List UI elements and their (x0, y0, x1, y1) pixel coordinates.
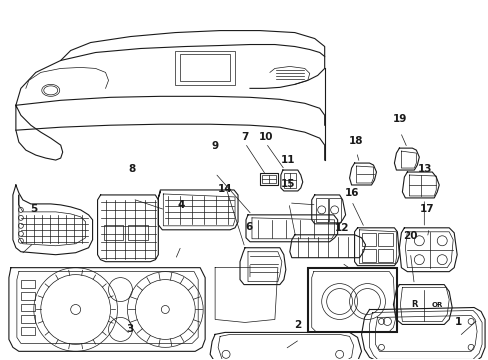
Text: 10: 10 (259, 132, 273, 142)
Text: 5: 5 (30, 204, 38, 214)
Text: 19: 19 (392, 114, 407, 124)
Text: 7: 7 (240, 132, 248, 142)
Text: 3: 3 (126, 324, 133, 334)
Text: R: R (410, 300, 417, 309)
Text: 11: 11 (281, 155, 295, 165)
Text: 1: 1 (454, 317, 462, 327)
Text: 4: 4 (177, 200, 184, 210)
Text: 17: 17 (419, 204, 434, 214)
Text: 9: 9 (211, 141, 219, 151)
Text: 20: 20 (402, 231, 417, 240)
Text: 12: 12 (334, 224, 348, 233)
Text: OR: OR (431, 302, 442, 307)
Text: 8: 8 (128, 164, 136, 174)
Text: 14: 14 (217, 184, 232, 194)
Text: 6: 6 (245, 222, 252, 231)
Text: 18: 18 (348, 136, 363, 145)
Text: 13: 13 (417, 164, 431, 174)
Text: 15: 15 (281, 179, 295, 189)
Text: 16: 16 (344, 188, 358, 198)
Text: 2: 2 (294, 320, 301, 330)
